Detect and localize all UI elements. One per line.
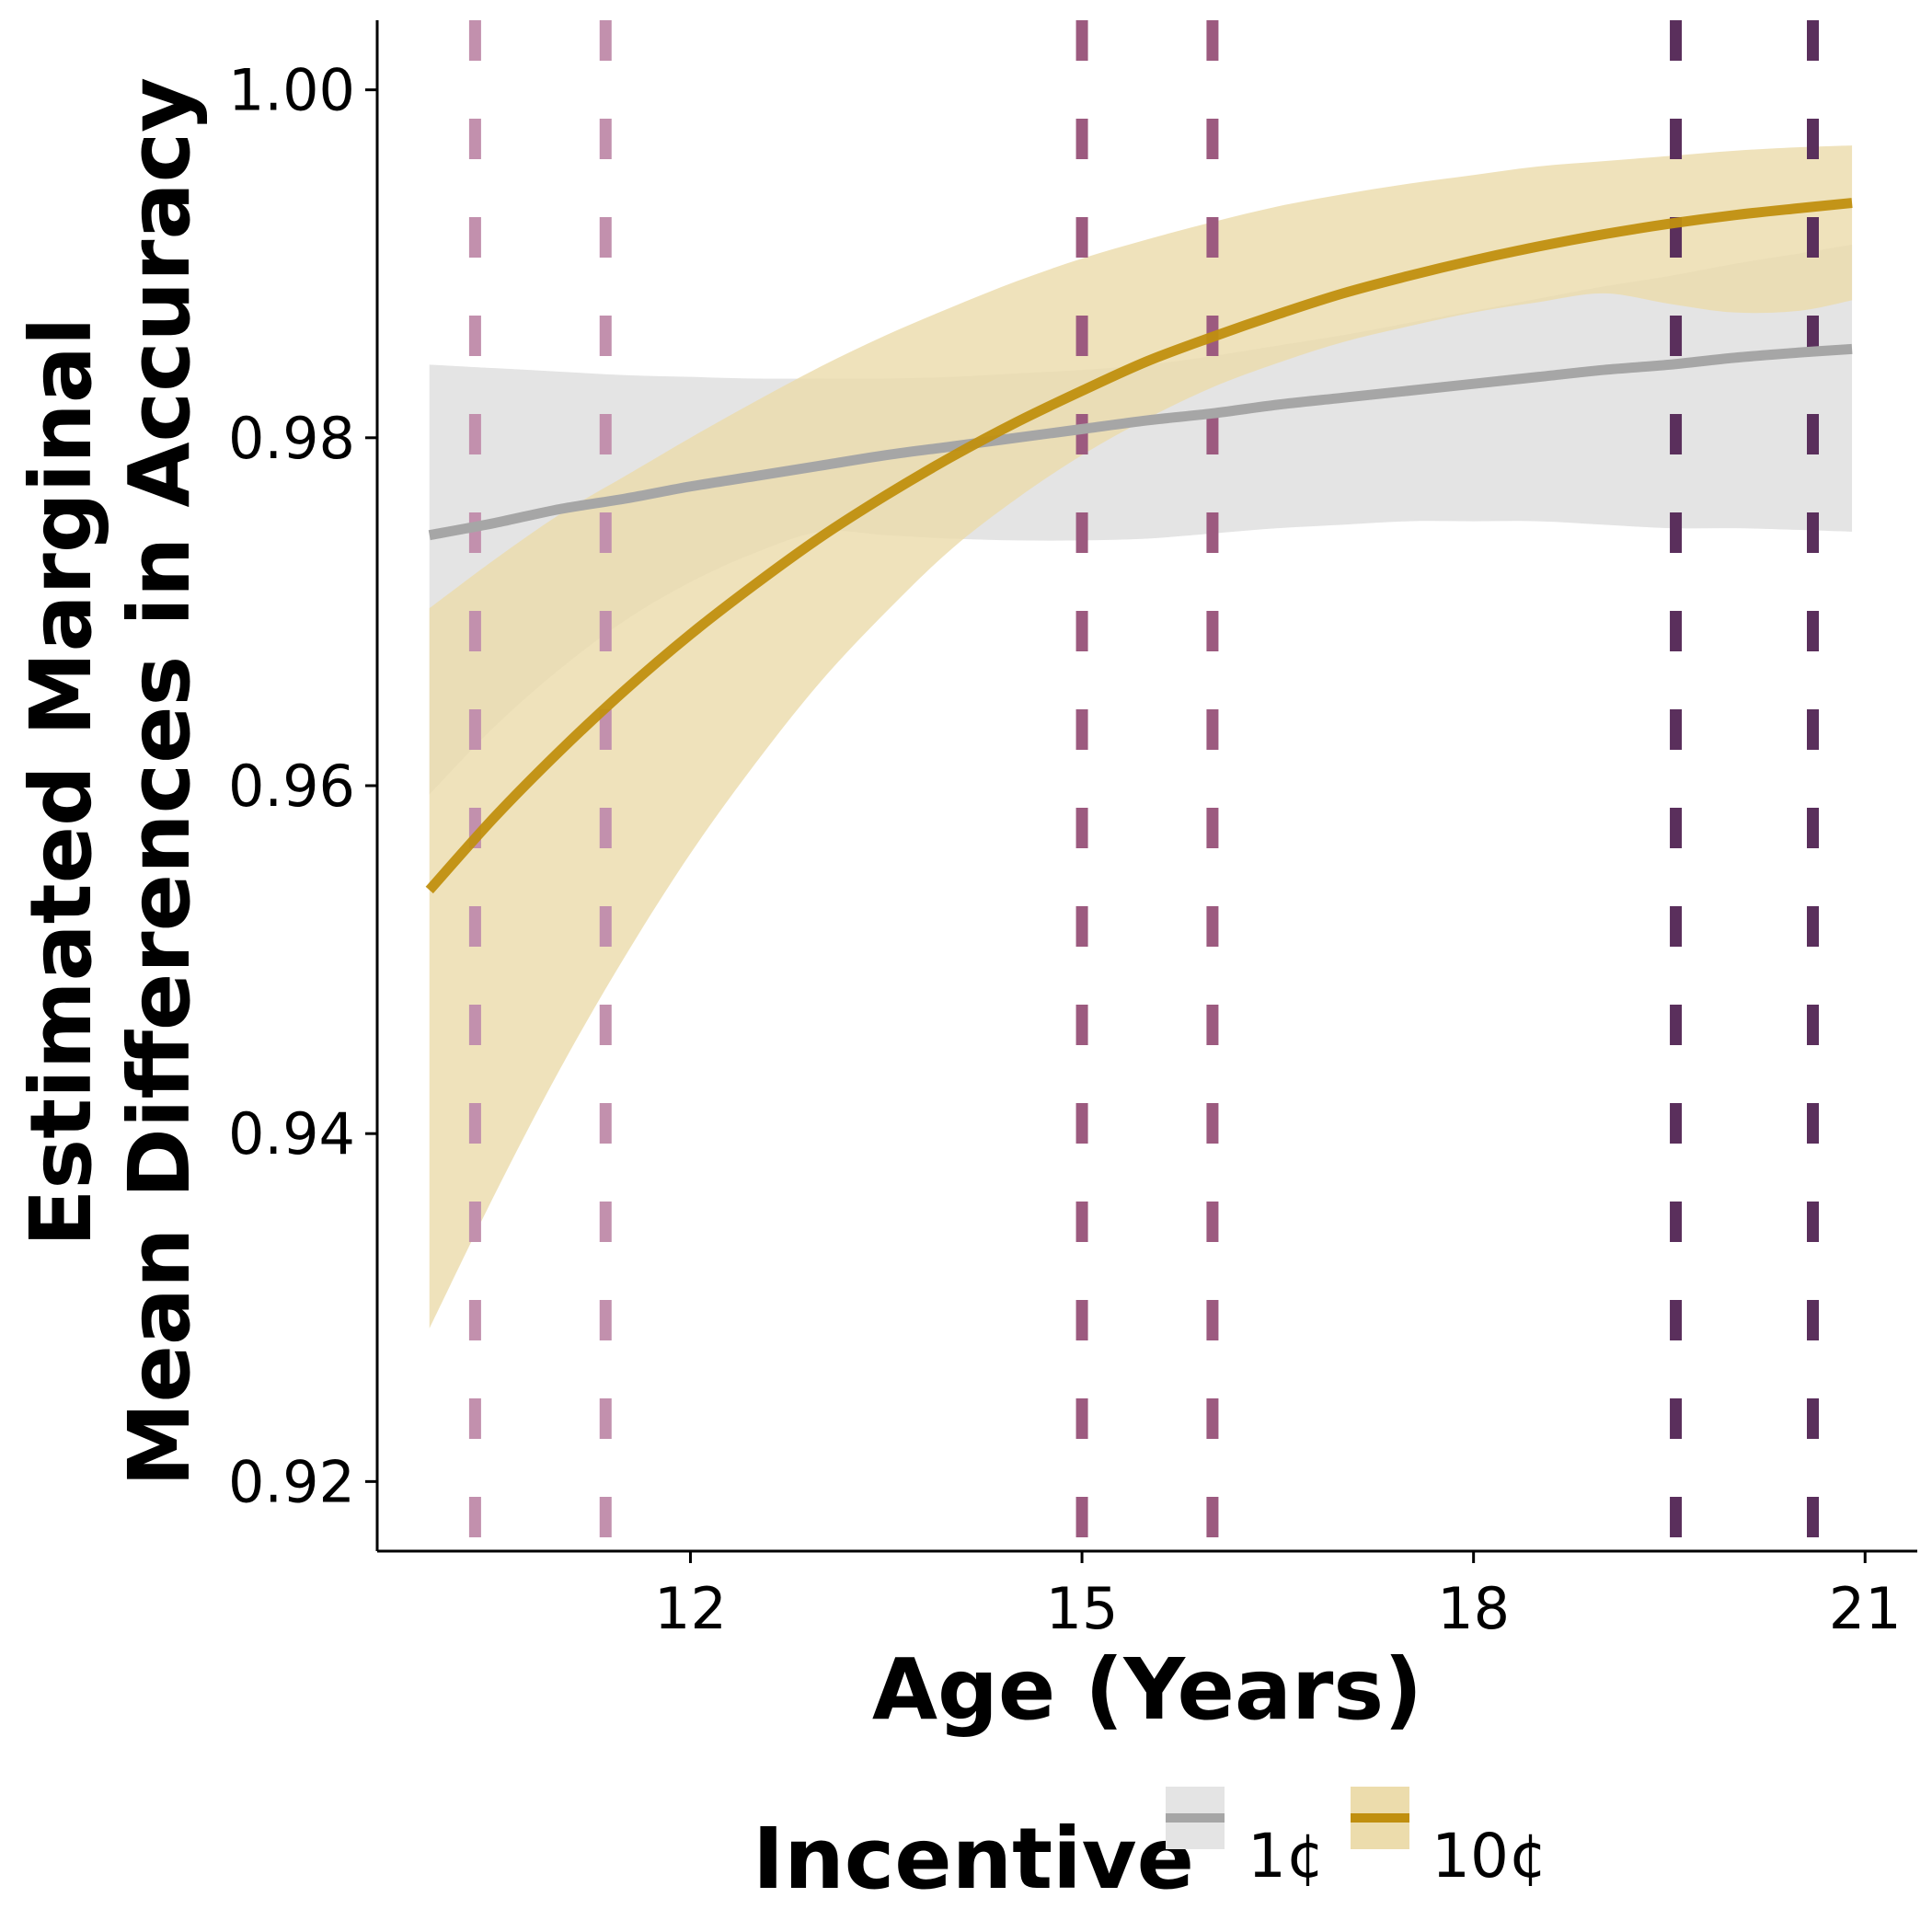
x-ticks: 12 15 18 21 [654,1551,1902,1642]
y-tick-label: 0.94 [228,1100,355,1167]
y-axis-title-line-1: Estimated Marginal [12,317,110,1248]
y-tick-label: 0.92 [228,1448,355,1515]
x-axis-title: Age (Years) [872,1640,1422,1739]
y-axis-title-line-2: Mean Differences in Accuracy [110,77,209,1487]
legend-title: Incentive [753,1810,1194,1908]
y-tick-label: 1.00 [228,57,355,124]
y-tick-label: 0.96 [228,753,355,820]
ribbon-10c [429,145,1853,1328]
legend-label-10c: 10¢ [1432,1821,1547,1892]
legend-label-1c: 1¢ [1248,1821,1325,1892]
x-tick-label: 15 [1046,1575,1119,1642]
x-tick-label: 21 [1829,1575,1902,1642]
x-tick-label: 18 [1437,1575,1510,1642]
legend: Incentive 1¢ 10¢ [753,1787,1547,1908]
confidence-ribbons [429,145,1853,1328]
y-axis-title: Estimated Marginal Mean Differences in A… [12,77,209,1487]
series-line-10c [425,198,1853,894]
y-ticks: 0.92 0.94 0.96 0.98 1.00 [228,57,377,1515]
y-tick-label: 0.98 [228,405,355,472]
x-tick-label: 12 [654,1575,727,1642]
series-lines [425,198,1853,894]
series-line-1c [428,343,1853,541]
